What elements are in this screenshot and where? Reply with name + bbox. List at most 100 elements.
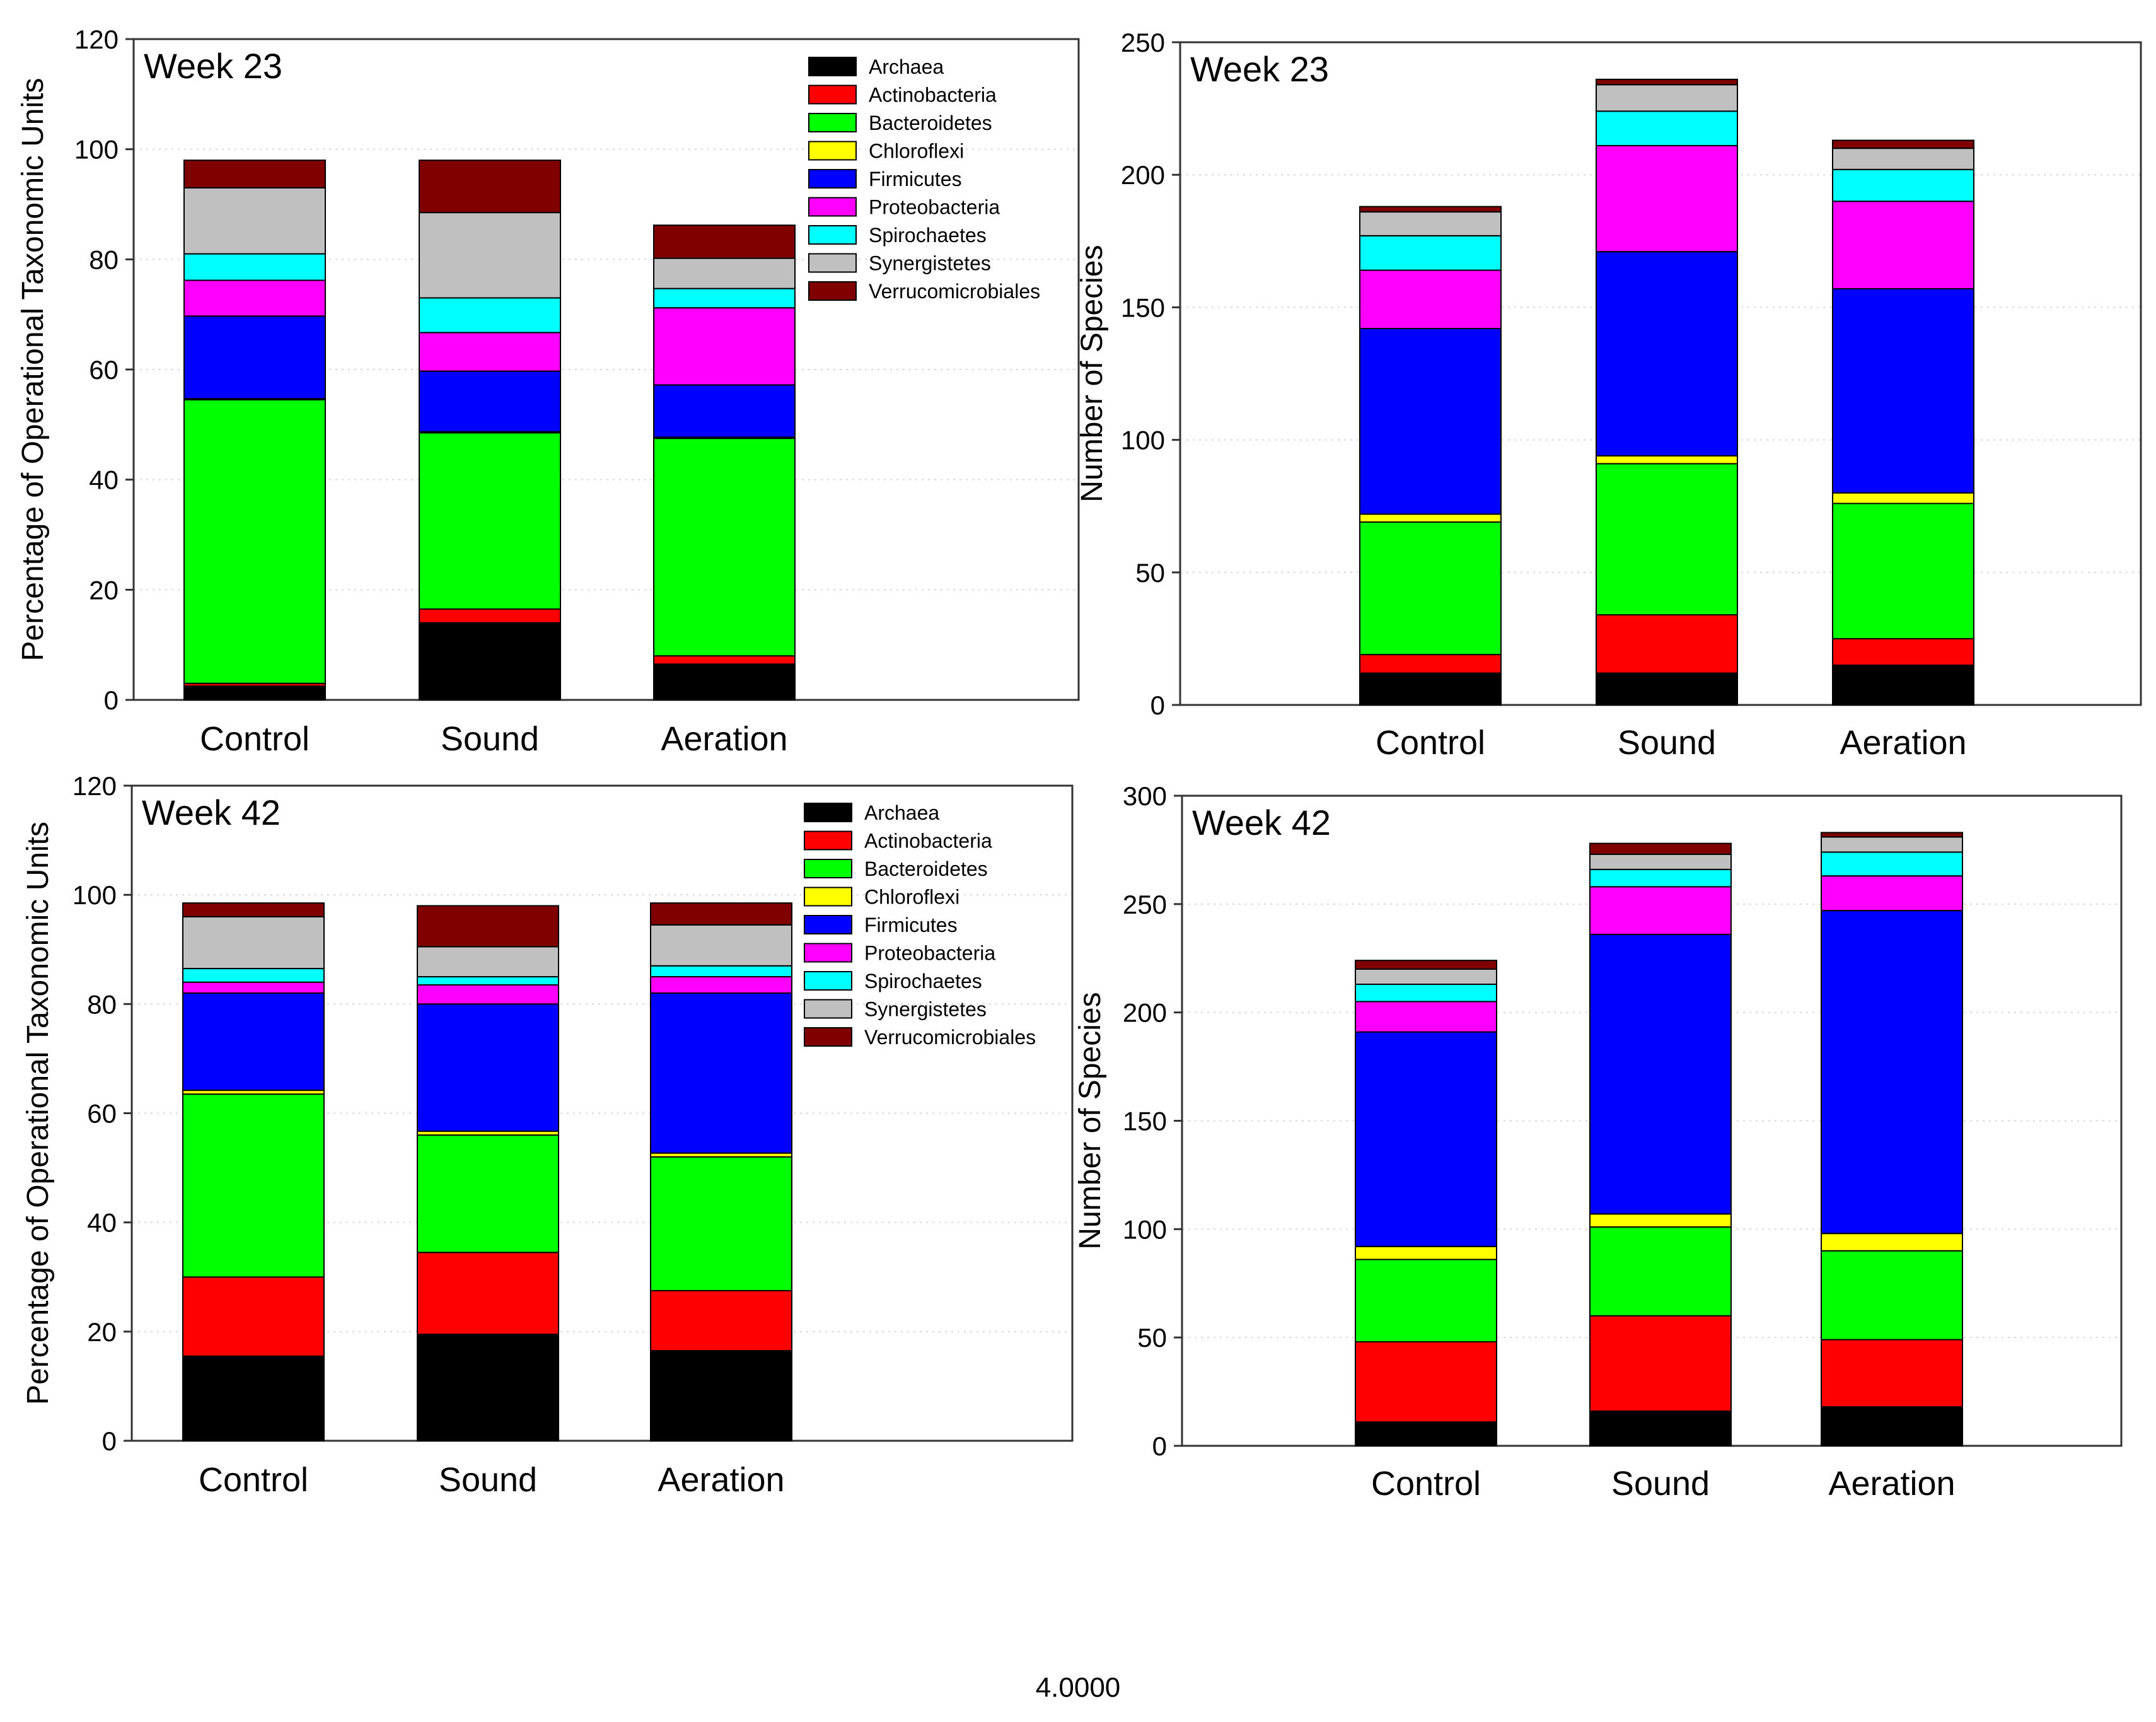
bar-firmicutes-sound [419,370,561,433]
legend-swatch [804,859,852,878]
y-tick-label: 100 [1123,1214,1167,1244]
y-tick-label: 0 [104,685,119,715]
y-tick-label: 40 [89,465,119,495]
bar-proteobacteria-control [1359,269,1502,330]
x-category-label: Aeration [1840,724,1966,762]
y-axis-label: Percentage of Operational Taxonomic Unit… [16,78,50,661]
legend-swatch [808,281,857,301]
bar-firmicutes-aeration [1821,910,1963,1235]
x-category-label: Control [1376,724,1485,762]
bar-spirochaetes-control [183,253,326,281]
legend: Archaea Actinobacteria Bacteroidetes Chloro… [808,55,1040,303]
legend-label: Archaea [869,55,944,78]
bar-firmicutes-aeration [650,992,792,1154]
y-tick-label: 120 [72,771,117,801]
bar-synergistetes-sound [417,946,559,978]
bar-spirochaetes-aeration [1821,851,1963,877]
y-tick-label: 120 [74,25,119,54]
bar-archaea-aeration [1821,1406,1963,1446]
y-tick-label: 20 [87,1317,117,1347]
bar-bacteroidetes-control [1359,521,1502,656]
bar-bacteroidetes-control [182,1093,325,1278]
bar-bacteroidetes-sound [1596,463,1738,616]
bar-archaea-sound [417,1334,559,1442]
bar-synergistetes-sound [1589,853,1732,870]
y-tick-label: 200 [1121,160,1165,190]
bar-proteobacteria-aeration [1832,201,1974,289]
bar-chloroflexi-aeration [1821,1233,1963,1252]
y-tick-label: 150 [1121,293,1165,322]
bar-synergistetes-control [1355,968,1497,985]
x-category-label: Control [200,720,310,758]
bar-synergistetes-sound [419,212,561,299]
bar-actinobacteria-aeration [653,655,796,665]
footer-value: 4.0000 [1035,1672,1121,1703]
bar-archaea-aeration [1832,664,1974,706]
y-tick-label: 20 [89,575,119,605]
legend-label: Archaea [864,801,939,824]
legend-swatch [808,84,857,105]
bar-verrucomicrobiales-sound [1596,78,1738,86]
bar-bacteroidetes-aeration [1821,1250,1963,1341]
legend-label: Proteobacteria [869,196,1000,219]
x-category-label: Sound [1618,724,1716,762]
chart-1: 0 20 40 60 80 100 120 Percentage of Operational… [16,25,1080,758]
y-axis-label: Number of Species [1074,992,1107,1249]
legend-swatch [808,169,857,189]
bar-actinobacteria-sound [1596,614,1738,674]
y-tick-label: 300 [1123,781,1167,811]
bar-synergistetes-control [182,916,325,970]
bar-synergistetes-aeration [1832,148,1974,170]
x-category-label: Aeration [1828,1465,1955,1503]
bar-verrucomicrobiales-aeration [650,902,792,926]
bar-spirochaetes-control [1355,983,1497,1003]
y-tick-label: 50 [1135,558,1165,588]
bar-bacteroidetes-control [1355,1259,1497,1343]
legend-swatch [804,915,852,934]
bar-verrucomicrobiales-aeration [653,224,796,259]
legend-label: Verrucomicrobiales [864,1026,1036,1049]
bar-proteobacteria-sound [1589,886,1732,935]
bar-verrucomicrobiales-control [183,160,326,189]
legend: Archaea Actinobacteria Bacteroidetes Chloro… [804,801,1036,1049]
bar-proteobacteria-aeration [653,307,796,386]
bar-actinobacteria-control [182,1276,325,1357]
bar-actinobacteria-aeration [650,1289,792,1352]
bar-archaea-control [182,1355,325,1442]
legend-swatch [804,943,852,963]
y-tick-label: 100 [74,135,119,165]
legend-label: Actinobacteria [869,84,997,107]
bar-verrucomicrobiales-control [1359,206,1502,213]
y-tick-label: 200 [1123,998,1167,1028]
y-tick-label: 250 [1123,890,1167,919]
legend-swatch [804,999,852,1019]
legend-swatch [808,197,857,217]
y-tick-label: 60 [89,355,119,385]
bar-spirochaetes-control [1359,235,1502,271]
bar-actinobacteria-control [1359,654,1502,674]
bar-chloroflexi-control [1355,1245,1497,1260]
bar-synergistetes-control [1359,211,1502,236]
x-category-label: Sound [1611,1465,1710,1503]
bar-proteobacteria-sound [417,984,559,1005]
bar-proteobacteria-sound [419,332,561,372]
bar-synergistetes-aeration [1821,836,1963,853]
legend-label: Firmicutes [869,168,962,190]
bar-verrucomicrobiales-aeration [1832,139,1974,149]
y-tick-label: 100 [72,880,117,910]
bar-archaea-sound [1589,1411,1732,1447]
bar-chloroflexi-sound [1596,455,1738,465]
bar-firmicutes-sound [417,1003,559,1132]
bar-firmicutes-sound [1589,933,1732,1215]
legend-swatch [804,803,852,822]
bar-spirochaetes-control [182,968,325,983]
chart-3: 0 20 40 60 80 100 120 Percentage of Operational… [21,771,1074,1499]
legend-swatch [808,141,857,161]
legend-label: Chloroflexi [869,140,964,163]
bar-proteobacteria-aeration [1821,875,1963,912]
bar-firmicutes-control [1359,328,1502,515]
chart-title: Week 23 [144,46,282,86]
x-category-label: Control [199,1461,308,1499]
bar-spirochaetes-aeration [650,965,792,978]
